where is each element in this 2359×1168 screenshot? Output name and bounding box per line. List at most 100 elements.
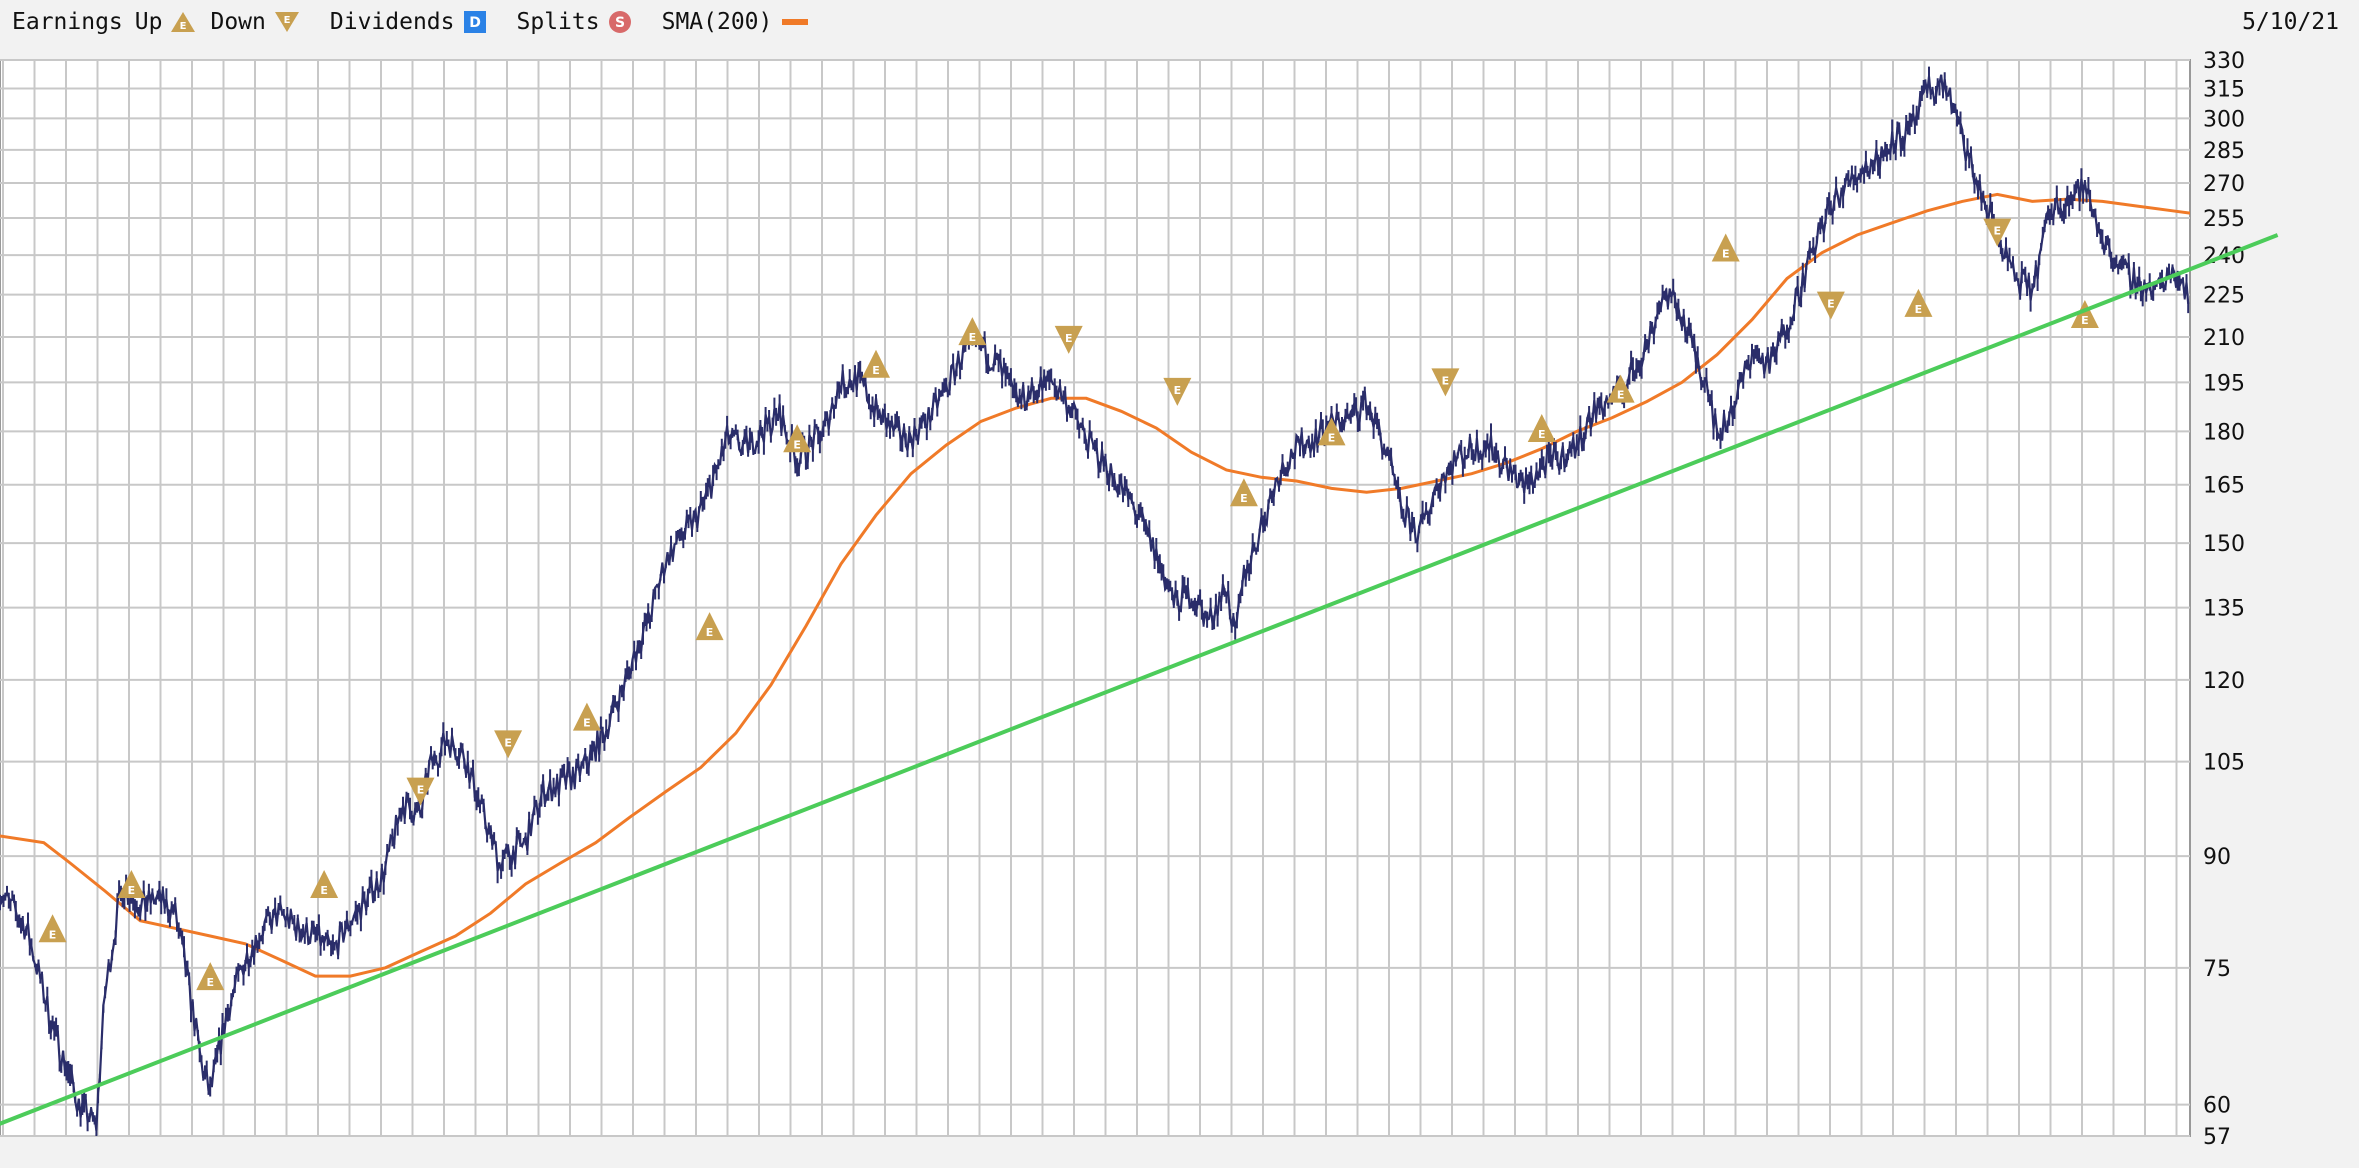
sma-swatch-icon [782, 19, 809, 25]
earnings-marker-shape [862, 349, 890, 378]
earnings-up-marker: E [310, 869, 339, 898]
earnings-marker-letter: E [793, 438, 801, 451]
earnings-marker-letter: E [969, 331, 977, 344]
split-badge-letter: S [615, 15, 625, 31]
earnings-marker-shape [196, 962, 225, 991]
earnings-up-marker: E [117, 869, 146, 898]
earnings-marker-letter: E [1442, 374, 1450, 387]
earnings-up-marker: E [572, 702, 601, 731]
earnings-marker-letter: E [1617, 389, 1625, 402]
y-tick-label: 330 [2203, 49, 2245, 74]
y-tick-label: 300 [2203, 107, 2245, 132]
earnings-marker-shape [1983, 218, 2012, 247]
earnings-up-marker: E [38, 914, 67, 943]
y-tick-label: 57 [2203, 1125, 2231, 1150]
earnings-marker-letter: E [1328, 431, 1336, 444]
earnings-down-letter: E [283, 15, 290, 26]
dividends-label: Dividends [329, 9, 455, 35]
earnings-up-marker: E [1229, 478, 1258, 507]
earnings-up-marker: E [2070, 300, 2099, 329]
sma-label: SMA(200) [661, 9, 773, 35]
y-tick-label: 255 [2203, 207, 2245, 232]
earnings-up-marker: E [862, 349, 890, 378]
earnings-marker-shape [117, 869, 146, 898]
earnings-marker-shape [1317, 417, 1346, 446]
earnings-marker-shape [572, 702, 601, 731]
earnings-down-label: Down [210, 9, 266, 35]
earnings-marker-letter: E [1722, 248, 1730, 261]
earnings-marker-shape [1229, 478, 1258, 507]
earnings-marker-letter: E [504, 736, 512, 749]
earnings-marker-letter: E [1065, 332, 1073, 345]
earnings-marker-shape [695, 612, 724, 641]
legend-earnings: Earnings Up E Down E [12, 9, 300, 35]
earnings-marker-shape [1711, 233, 1740, 262]
earnings-marker-shape [1606, 374, 1635, 403]
legend-dividends: Dividends D [330, 9, 487, 35]
earnings-marker-letter: E [128, 884, 136, 897]
earnings-down-marker: E [1816, 291, 1845, 320]
earnings-marker-shape [958, 317, 987, 346]
earnings-up-marker: E [695, 612, 724, 641]
earnings-marker-shape [1816, 291, 1845, 320]
earnings-marker-letter: E [206, 976, 214, 989]
y-tick-label: 75 [2203, 957, 2231, 982]
trendline [0, 233, 2279, 1126]
y-tick-label: 285 [2203, 139, 2245, 164]
earnings-marker-letter: E [2081, 314, 2089, 327]
earnings-marker-letter: E [1994, 225, 2002, 238]
y-tick-label: 225 [2203, 284, 2245, 309]
y-tick-label: 150 [2203, 532, 2245, 557]
earnings-up-marker: E [783, 424, 812, 453]
earnings-up-marker: E [958, 317, 987, 346]
earnings-down-icon: E [274, 12, 299, 32]
y-tick-label: 60 [2203, 1094, 2231, 1119]
earnings-marker-letter: E [1538, 428, 1546, 441]
y-tick-label: 135 [2203, 597, 2245, 622]
earnings-up-label: Up [134, 9, 163, 35]
earnings-up-marker: E [1606, 374, 1635, 403]
y-tick-label: 195 [2203, 371, 2245, 396]
y-tick-label: 180 [2203, 420, 2245, 445]
earnings-marker-letter: E [706, 626, 714, 639]
y-tick-label: 90 [2203, 845, 2231, 870]
y-tick-label: 105 [2203, 751, 2245, 776]
chart-date: 5/10/21 [2242, 9, 2339, 35]
earnings-marker-shape [1163, 377, 1192, 406]
earnings-marker-letter: E [1827, 298, 1835, 311]
earnings-marker-letter: E [583, 717, 591, 730]
earnings-marker-shape [1904, 288, 1933, 317]
y-tick-label: 120 [2203, 669, 2245, 694]
chart-legend: Earnings Up E Down E Dividends D Splits … [0, 0, 2359, 44]
earnings-up-marker: E [1527, 414, 1556, 443]
earnings-marker-shape [1431, 368, 1460, 397]
earnings-up-marker: E [196, 962, 225, 991]
sma-layer [0, 192, 2190, 978]
y-tick-label: 165 [2203, 474, 2245, 499]
earnings-markers: E E E E E E E E E E E E E E E E E E E E E E E [38, 218, 2099, 991]
earnings-marker-shape [1054, 325, 1083, 354]
earnings-down-marker: E [406, 777, 435, 806]
earnings-down-marker: E [1054, 325, 1083, 354]
earnings-marker-shape [406, 777, 435, 806]
dividend-badge-letter: D [469, 15, 481, 31]
dividend-icon: D [463, 11, 486, 33]
legend-splits: Splits S [517, 9, 632, 35]
y-axis: 3303153002852702552402252101951801651501… [2203, 49, 2245, 1150]
sma-line [0, 192, 2190, 978]
grid [0, 59, 2190, 1137]
earnings-marker-letter: E [417, 784, 425, 797]
splits-label: Splits [516, 9, 600, 35]
earnings-label: Earnings [12, 9, 123, 35]
earnings-down-marker: E [1431, 368, 1460, 397]
price-line [0, 74, 2190, 1131]
earnings-up-marker: E [1904, 288, 1933, 317]
earnings-marker-shape [2070, 300, 2099, 329]
earnings-marker-letter: E [320, 884, 328, 897]
earnings-down-marker: E [1983, 218, 2012, 247]
earnings-marker-shape [783, 424, 812, 453]
earnings-marker-shape [38, 914, 67, 943]
earnings-marker-letter: E [49, 928, 57, 941]
split-icon: S [608, 11, 631, 33]
